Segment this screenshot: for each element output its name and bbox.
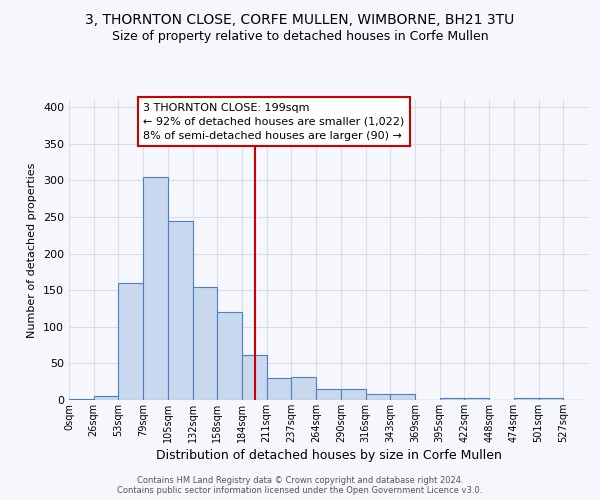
Bar [168, 222, 193, 400]
Bar [193, 286, 217, 400]
Bar [341, 389, 365, 400]
Bar [292, 376, 316, 400]
Bar [539, 398, 563, 400]
Text: Size of property relative to detached houses in Corfe Mullen: Size of property relative to detached ho… [112, 30, 488, 43]
Bar [365, 394, 390, 400]
Text: 3, THORNTON CLOSE, CORFE MULLEN, WIMBORNE, BH21 3TU: 3, THORNTON CLOSE, CORFE MULLEN, WIMBORN… [85, 12, 515, 26]
Text: Contains public sector information licensed under the Open Government Licence v3: Contains public sector information licen… [118, 486, 482, 495]
X-axis label: Distribution of detached houses by size in Corfe Mullen: Distribution of detached houses by size … [155, 449, 502, 462]
Bar [464, 398, 489, 400]
Bar [69, 398, 94, 400]
Bar [316, 389, 341, 400]
Bar [94, 396, 118, 400]
Bar [514, 398, 539, 400]
Y-axis label: Number of detached properties: Number of detached properties [28, 162, 37, 338]
Bar [217, 312, 242, 400]
Text: Contains HM Land Registry data © Crown copyright and database right 2024.: Contains HM Land Registry data © Crown c… [137, 476, 463, 485]
Bar [390, 394, 415, 400]
Bar [242, 354, 267, 400]
Bar [267, 378, 292, 400]
Bar [118, 283, 143, 400]
Text: 3 THORNTON CLOSE: 199sqm
← 92% of detached houses are smaller (1,022)
8% of semi: 3 THORNTON CLOSE: 199sqm ← 92% of detach… [143, 103, 404, 141]
Bar [440, 398, 464, 400]
Bar [143, 177, 168, 400]
